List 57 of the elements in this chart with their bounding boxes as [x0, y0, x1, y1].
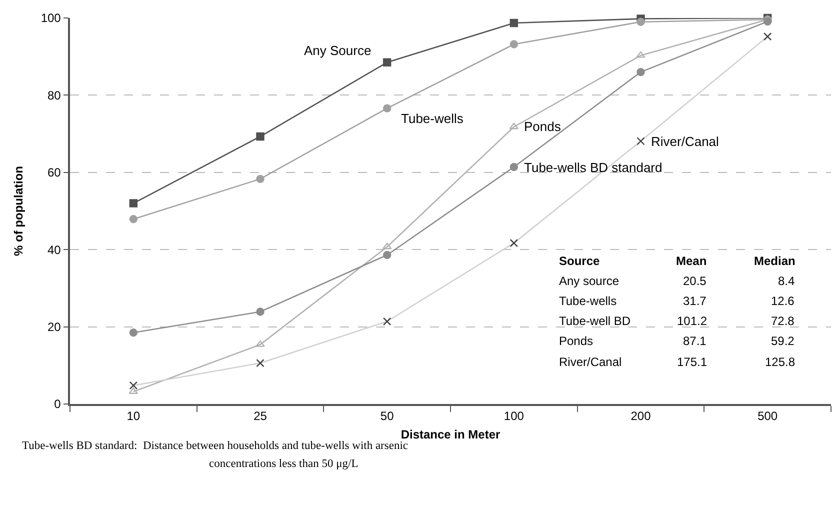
y-tick-label: 20 [47, 320, 62, 334]
y-tick-label: 60 [47, 166, 62, 180]
x-axis-title: Distance in Meter [400, 428, 501, 442]
point [256, 340, 265, 347]
x-tick-label: 25 [254, 409, 268, 424]
point [382, 250, 392, 260]
point [510, 40, 518, 48]
point [256, 308, 264, 316]
annotation: River/Canal [559, 355, 622, 369]
point [510, 162, 518, 172]
annotation: Tube-wells [559, 294, 617, 308]
point [636, 51, 646, 58]
annotation: 31.7 [683, 294, 707, 308]
point [382, 58, 392, 66]
point [129, 215, 138, 224]
annotation: 175.1 [677, 355, 708, 369]
y-axis-title: % of population [12, 166, 26, 256]
x-tick-label: 10 [126, 409, 140, 424]
point [256, 174, 264, 184]
x-tick-label: 50 [380, 409, 394, 424]
annotation: Ponds [559, 334, 594, 348]
annotation: 125.8 [765, 355, 796, 369]
text: Tube-wells BD standard: Distance between households and tube-wells with arsenic [22, 440, 408, 452]
point [382, 242, 392, 250]
point [129, 199, 138, 208]
series-label: River/Canal [651, 134, 720, 149]
series-label: Tube-wells [401, 111, 464, 126]
point [636, 68, 645, 76]
y-tick-label: 80 [47, 88, 62, 102]
annotation: 8.4 [778, 274, 796, 288]
annotation: 72.8 [771, 314, 795, 328]
annotation: 59.2 [771, 334, 795, 348]
x-tick-label: 200 [630, 409, 652, 424]
annotation: 87.1 [683, 334, 707, 348]
series-label: Tube-wells BD standard [524, 160, 662, 175]
point [509, 122, 519, 130]
y-tick-label: 40 [47, 242, 62, 257]
point [510, 18, 518, 28]
point [129, 328, 138, 337]
y-tick-label: 0 [54, 397, 62, 412]
annotation: Any source [559, 274, 620, 288]
annotation: Tube-well BD [559, 314, 631, 328]
point [382, 104, 392, 112]
x-tick-label: 500 [758, 409, 778, 424]
annotation: 20.5 [683, 274, 707, 288]
y-tick-label: 100 [40, 11, 62, 26]
x-tick-label: 100 [504, 409, 524, 424]
series-label: Any Source [304, 43, 372, 58]
text: concentrations less than 50 μg/L [209, 458, 358, 470]
annotation: 101.2 [677, 314, 708, 328]
annotation: Mean [676, 254, 707, 268]
series-label: Ponds [524, 119, 562, 134]
point [256, 132, 264, 141]
point [636, 18, 645, 26]
annotation: 12.6 [771, 294, 795, 308]
annotation: Median [754, 254, 796, 268]
annotation: Source [559, 254, 600, 268]
